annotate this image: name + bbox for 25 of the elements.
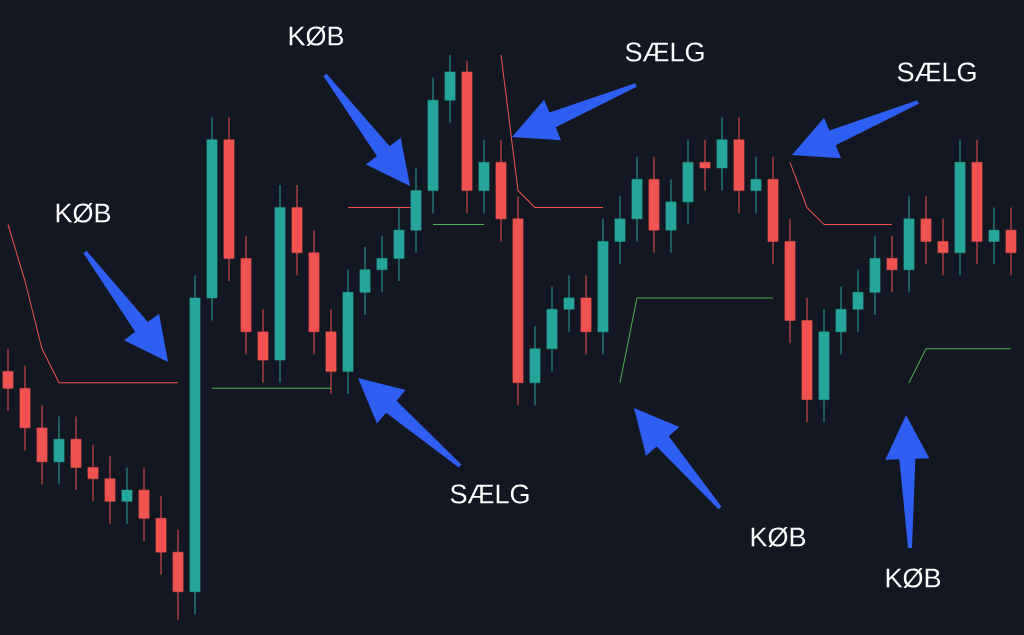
annotation: SÆLG [450,484,529,504]
candlestick [920,195,932,265]
candlestick [359,246,371,316]
annotation: KØB [56,202,111,224]
text: KØB [289,25,344,47]
candlestick [699,139,711,192]
candlestick [563,274,575,333]
candlestick [121,466,133,525]
candlestick [835,286,847,355]
candlestick [104,455,116,525]
candlestick [53,416,65,485]
candlestick [988,207,1000,265]
candlestick [886,235,898,293]
annotation: SÆLG [897,62,976,82]
candlestick [87,444,99,502]
annotation: KØB [886,567,941,589]
candlestick [376,235,388,293]
annotation: SÆLG [625,42,704,62]
annotation: KØB [751,526,806,548]
candlestick [2,348,14,412]
candlestick [1005,207,1017,276]
candlestick [614,195,626,265]
candlestick [937,218,949,276]
candlestick [852,269,864,333]
candlestick [750,156,762,214]
